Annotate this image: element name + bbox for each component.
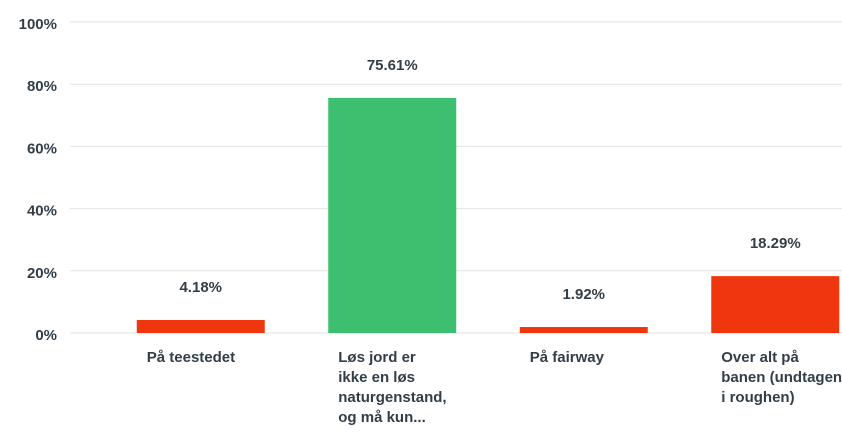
x-tick-label-line: banen (undtagen [721, 369, 842, 386]
x-tick-label: På fairway [530, 349, 605, 366]
bar [328, 97, 457, 333]
x-tick-label-line: Løs jord er [338, 349, 416, 366]
value-label: 4.18% [179, 279, 222, 296]
y-tick-label: 40% [27, 203, 57, 220]
y-tick-label: 60% [27, 140, 57, 157]
y-tick-label: 20% [27, 265, 57, 282]
x-tick-label: På teestedet [147, 349, 235, 366]
x-tick-label-line: På teestedet [147, 349, 235, 366]
y-tick-label: 100% [19, 16, 57, 33]
value-label: 75.61% [367, 57, 418, 74]
y-tick-label: 0% [35, 327, 57, 344]
value-label: 1.92% [562, 286, 605, 303]
x-tick-label: Over alt på banen (undtagen i roughen) [721, 349, 842, 406]
y-tick-label: 80% [27, 78, 57, 95]
x-tick-label-line: naturgenstand, [338, 389, 446, 406]
value-label: 18.29% [750, 235, 801, 252]
x-tick-label-line: På fairway [530, 349, 605, 366]
bar [711, 276, 840, 333]
bar [519, 327, 648, 333]
x-tick-label-line: ikke en løs [338, 369, 415, 386]
bar [136, 320, 265, 333]
x-tick-label-line: og må kun... [338, 409, 426, 426]
x-tick-label-line: i roughen) [721, 389, 794, 406]
x-tick-label-line: Over alt på [721, 349, 799, 366]
x-tick-label: Løs jord er ikke en løs naturgenstand, og m… [338, 349, 446, 426]
